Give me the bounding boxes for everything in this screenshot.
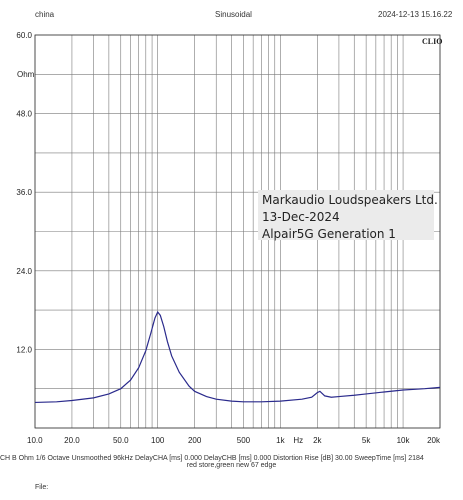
header-left: china bbox=[35, 10, 55, 19]
settings-comment: red store,green new 67 edge bbox=[186, 462, 277, 469]
x-tick-label: 10.0 bbox=[27, 436, 43, 445]
x-tick-label: 20.0 bbox=[64, 436, 80, 445]
x-tick-label: Hz bbox=[293, 436, 303, 445]
x-axis-ticks: 10.0 20.0 50.0 100 200 500 1k Hz 2k 5k 10k 20k bbox=[27, 436, 441, 445]
y-tick-label: 12.0 bbox=[16, 345, 32, 354]
y-axis-ticks: 60.0 48.0 36.0 24.0 12.0 bbox=[16, 31, 32, 354]
x-tick-label: 500 bbox=[237, 436, 251, 445]
chart-grid bbox=[34, 34, 441, 429]
header-title: Sinusoidal bbox=[215, 10, 252, 19]
settings-line: CH B Ohm 1/6 Octave Unsmoothed 96kHz Del… bbox=[0, 455, 424, 462]
x-tick-label: 1k bbox=[276, 436, 285, 445]
annotation-date: 13-Dec-2024 bbox=[262, 210, 340, 224]
annotation-box: Markaudio Loudspeakers Ltd. 13-Dec-2024 … bbox=[258, 190, 438, 241]
x-tick-label: 5k bbox=[362, 436, 371, 445]
x-tick-label: 2k bbox=[313, 436, 322, 445]
x-tick-label: 20k bbox=[427, 436, 441, 445]
y-tick-label: 48.0 bbox=[16, 110, 32, 119]
y-tick-label: 24.0 bbox=[16, 267, 32, 276]
annotation-model: Alpair5G Generation 1 bbox=[262, 227, 396, 241]
annotation-company: Markaudio Loudspeakers Ltd. bbox=[262, 193, 438, 207]
y-axis-unit-label: Ohm bbox=[17, 70, 35, 79]
x-tick-label: 10k bbox=[397, 436, 411, 445]
y-tick-label: 36.0 bbox=[16, 188, 32, 197]
measurement-settings: CH B Ohm 1/6 Octave Unsmoothed 96kHz Del… bbox=[0, 455, 463, 469]
x-tick-label: 50.0 bbox=[113, 436, 129, 445]
impedance-chart: 60.0 48.0 36.0 24.0 12.0 10.0 20.0 50.0 100 200 5… bbox=[16, 31, 442, 445]
x-tick-label: 100 bbox=[151, 436, 165, 445]
brand-logo: CLIO bbox=[422, 37, 442, 46]
header-timestamp: 2024-12-13 15.16.22 bbox=[378, 10, 453, 19]
impedance-curve bbox=[34, 310, 441, 404]
file-label: File: bbox=[35, 484, 49, 491]
y-tick-label: 60.0 bbox=[16, 31, 32, 40]
plot-frame bbox=[34, 34, 441, 429]
x-tick-label: 200 bbox=[188, 436, 202, 445]
